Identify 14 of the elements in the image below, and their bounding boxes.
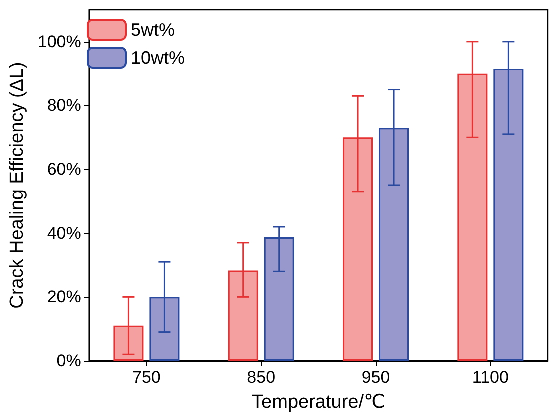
x-tick-label: 750 <box>132 368 161 387</box>
y-tick-label: 0% <box>56 352 82 370</box>
y-tick-label: 60% <box>47 160 82 180</box>
y-axis-title: Crack Healing Efficiency (ΔL) <box>7 62 28 309</box>
y-tick-label: 40% <box>47 224 82 243</box>
legend-label: 5wt% <box>131 20 176 40</box>
y-tick-label: 100% <box>38 32 82 52</box>
x-axis-title: Temperature/℃ <box>252 392 386 413</box>
x-tick-label: 1100 <box>472 368 509 387</box>
x-tick-label: 950 <box>362 368 390 387</box>
legend-label: 10wt% <box>131 48 186 68</box>
x-tick-label: 850 <box>247 368 276 387</box>
y-tick-label: 20% <box>47 288 82 307</box>
y-tick-label: 80% <box>47 96 82 116</box>
